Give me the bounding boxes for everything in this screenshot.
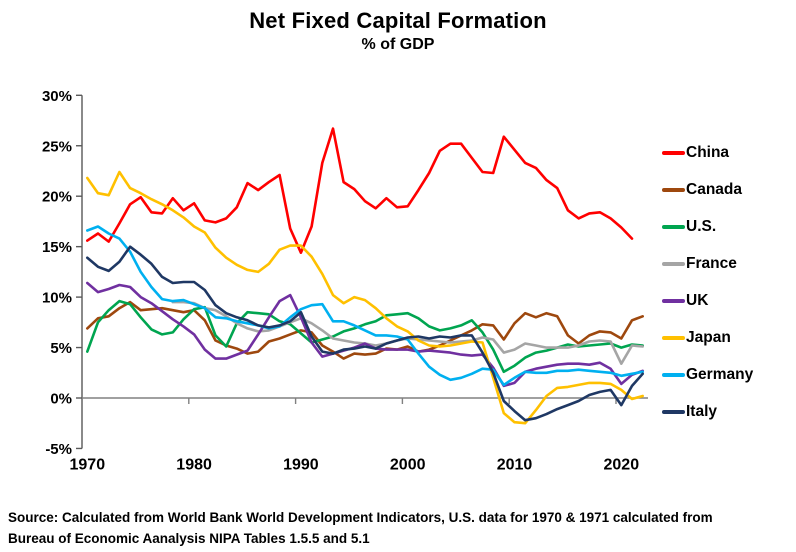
chart-subtitle: % of GDP (361, 36, 435, 53)
legend-item-germany: Germany (662, 356, 794, 393)
svg-text:20%: 20% (42, 189, 72, 206)
legend-item-france: France (662, 245, 794, 282)
svg-text:0%: 0% (50, 391, 72, 408)
source-note: Source: Calculated from World Bank World… (8, 508, 788, 550)
legend-item-italy: Italy (662, 393, 794, 430)
legend-item-japan: Japan (662, 319, 794, 356)
legend-label: Italy (686, 402, 718, 420)
legend-label: Canada (686, 180, 742, 198)
svg-text:1990: 1990 (283, 456, 319, 473)
legend-label: U.S. (686, 217, 717, 235)
legend-label: China (686, 143, 730, 161)
line-swatch-germany (662, 372, 685, 377)
legend-item-us: U.S. (662, 208, 794, 245)
svg-text:1980: 1980 (176, 456, 212, 473)
legend-item-canada: Canada (662, 171, 794, 208)
svg-text:2020: 2020 (604, 456, 640, 473)
legend-label: France (686, 254, 737, 272)
legend-label: UK (686, 291, 709, 309)
svg-text:25%: 25% (42, 138, 72, 155)
line-swatch-canada (662, 187, 685, 192)
line-swatch-italy (662, 409, 685, 414)
line-swatch-us (662, 224, 685, 229)
legend-item-uk: UK (662, 282, 794, 319)
svg-text:10%: 10% (42, 290, 72, 307)
svg-text:15%: 15% (42, 239, 72, 256)
svg-text:30%: 30% (42, 88, 72, 105)
line-swatch-china (662, 150, 685, 155)
legend-label: Japan (686, 328, 731, 346)
source-line-1: Source: Calculated from World Bank World… (8, 510, 713, 525)
legend-label: Germany (686, 365, 754, 383)
line-swatch-france (662, 261, 685, 266)
svg-text:-5%: -5% (45, 441, 72, 458)
chart-legend: China Canada U.S. France UK Japan German… (662, 134, 794, 430)
svg-text:5%: 5% (50, 340, 72, 357)
source-line-2: Bureau of Economic Aanalysis NIPA Tables… (8, 530, 370, 546)
chart-title: Net Fixed Capital Formation (249, 8, 547, 33)
line-swatch-japan (662, 335, 685, 340)
svg-text:2000: 2000 (390, 456, 426, 473)
svg-text:1970: 1970 (70, 456, 106, 473)
svg-text:2010: 2010 (497, 456, 533, 473)
legend-item-china: China (662, 134, 794, 171)
line-swatch-uk (662, 298, 685, 303)
